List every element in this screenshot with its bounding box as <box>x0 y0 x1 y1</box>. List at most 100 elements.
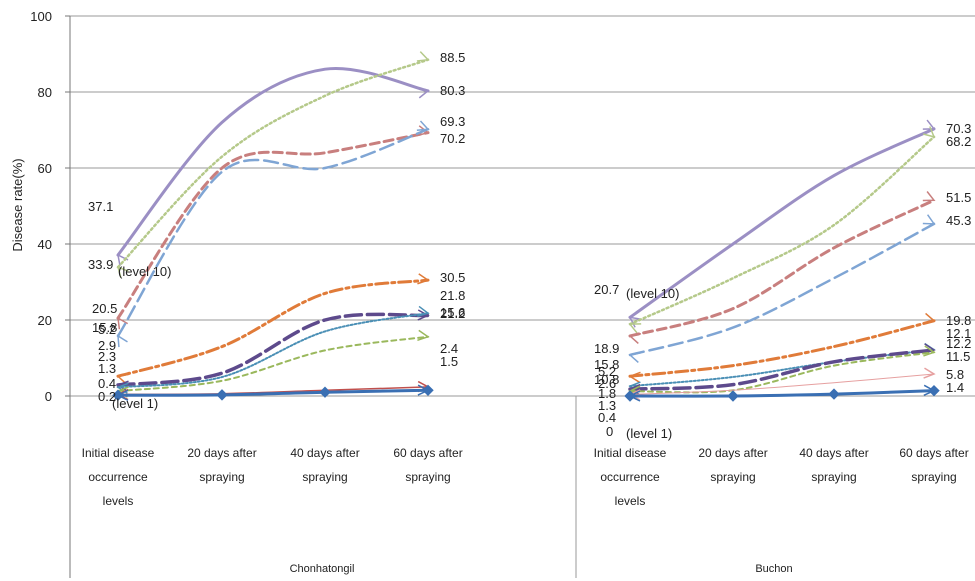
series-marker-1-9-0 <box>624 390 636 402</box>
series-end-arrow-0-1 <box>416 51 430 62</box>
series-line-1-0 <box>628 127 936 319</box>
series-lines <box>112 51 940 402</box>
category-label-0-2-0: 40 days after <box>290 446 359 460</box>
category-label-1-0-0: Initial disease <box>594 446 667 460</box>
grid-lines <box>70 15 975 397</box>
end-value-label-0-2: 69.3 <box>440 114 465 129</box>
start-value-label-1-1: 18.9 <box>594 341 619 356</box>
series-end-arrow-0-0 <box>416 87 430 99</box>
group-chonhatongil <box>112 51 434 401</box>
category-label-1-1-0: 20 days after <box>698 446 767 460</box>
y-tick-label-60: 60 <box>38 161 52 176</box>
y-tick-label-0: 0 <box>45 389 52 404</box>
series-end-arrow-0-7 <box>417 329 430 342</box>
end-value-label-1-5: 12.2 <box>946 336 971 351</box>
series-end-arrow-1-4 <box>922 312 936 324</box>
start-value-label-1-0: 20.7 <box>594 282 619 297</box>
end-value-label-0-3: 70.2 <box>440 131 465 146</box>
y-axis: 0 20 40 60 80 100 <box>30 9 70 404</box>
category-label-1-2-1: spraying <box>811 470 856 484</box>
series-end-arrow-1-3 <box>922 214 936 225</box>
start-value-label-1-7: 1.3 <box>598 398 616 413</box>
series-line-1-2 <box>628 198 936 338</box>
series-end-arrow-0-3 <box>416 120 430 132</box>
start-value-label-0-7: 1.3 <box>98 361 116 376</box>
end-value-label-1-8: 5.8 <box>946 367 964 382</box>
category-label-0-0-1: occurrence <box>88 470 148 484</box>
category-label-1-0-2: levels <box>615 494 646 508</box>
start-value-label-1-2: 15.8 <box>594 357 619 372</box>
end-value-label-1-0: 70.3 <box>946 121 971 136</box>
end-value-label-1-3: 45.3 <box>946 213 971 228</box>
series-line-0-4 <box>116 278 430 378</box>
end-value-label-1-2: 51.5 <box>946 190 971 205</box>
start-value-label-0-4: 5.2 <box>98 322 116 337</box>
series-line-1-6 <box>628 348 936 391</box>
series-line-1-1 <box>628 135 936 326</box>
series-line-0-7 <box>117 335 429 393</box>
series-end-arrow-1-8 <box>923 367 936 379</box>
category-label-1-3-0: 60 days after <box>899 446 968 460</box>
end-value-label-1-6: 12.1 <box>946 326 971 341</box>
start-value-label-1-4: 5.2 <box>598 364 616 379</box>
series-start-arrow-1-4 <box>628 371 641 383</box>
series-marker-0-9-2 <box>319 386 331 398</box>
series-start-arrow-0-4 <box>116 373 130 385</box>
y-tick-label-80: 80 <box>38 85 52 100</box>
series-end-arrow-0-4 <box>417 273 430 285</box>
series-end-arrow-0-6 <box>417 305 430 318</box>
series-line-1-4 <box>628 319 936 378</box>
series-end-arrow-0-5 <box>417 309 430 321</box>
y-tick-label-40: 40 <box>38 237 52 252</box>
series-end-arrow-1-2 <box>922 191 936 202</box>
group-label-1: Buchon <box>755 563 792 575</box>
end-value-label-0-0: 80.3 <box>440 83 465 98</box>
start-value-label-0-2: 20.5 <box>92 301 117 316</box>
category-label-1-0-1: occurrence <box>600 470 660 484</box>
start-value-label-1-5: 2.6 <box>598 376 616 391</box>
start-value-label-0-0: 37.1 <box>88 199 113 214</box>
series-marker-0-9-0 <box>112 389 124 401</box>
group-label-0: Chonhatongil <box>290 563 355 575</box>
category-label-0-0-0: Initial disease <box>82 446 155 460</box>
level-1-annotation-1: (level 1) <box>626 426 672 441</box>
series-end-arrow-1-0 <box>922 119 936 130</box>
series-line-1-7 <box>629 351 935 394</box>
series-marker-0-9-3 <box>422 384 434 397</box>
series-line-0-3 <box>116 127 430 338</box>
series-line-1-9 <box>628 389 936 398</box>
end-value-label-1-4: 19.8 <box>946 313 971 328</box>
series-end-arrow-0-2 <box>417 125 430 137</box>
series-marker-1-9-1 <box>727 390 739 402</box>
category-label-1-2-0: 40 days after <box>799 446 868 460</box>
category-label-1-1-1: spraying <box>710 470 755 484</box>
end-value-label-0-6: 21.8 <box>440 288 465 303</box>
series-line-0-9 <box>116 388 430 397</box>
series-start-arrow-0-2 <box>117 316 129 330</box>
start-value-label-1-6: 1.8 <box>598 386 616 401</box>
start-value-label-0-3: 15.8 <box>92 320 117 335</box>
series-line-1-8 <box>629 373 935 395</box>
group-buchon <box>624 119 940 402</box>
y-axis-label: Disease rate(%) <box>10 158 25 251</box>
start-value-label-0-6: 2.3 <box>98 349 116 364</box>
start-value-label-1-9: 0 <box>606 424 613 439</box>
series-marker-0-9-1 <box>216 389 228 401</box>
series-start-arrow-0-1 <box>116 265 129 279</box>
level-10-annotation-0: (level 10) <box>118 264 171 279</box>
y-tick-label-20: 20 <box>38 313 52 328</box>
level-1-annotation-0: (level 1) <box>112 396 158 411</box>
start-value-label-0-8: 0.4 <box>98 376 116 391</box>
series-line-0-1 <box>116 58 430 269</box>
start-value-label-0-5: 2.9 <box>98 338 116 353</box>
series-marker-1-9-3 <box>928 384 940 397</box>
series-line-0-2 <box>116 131 430 320</box>
series-line-0-5 <box>116 312 430 387</box>
series-line-0-0 <box>116 66 430 257</box>
end-value-label-0-5: 21.2 <box>440 306 465 321</box>
series-start-arrow-0-3 <box>117 334 128 348</box>
series-end-arrow-1-7 <box>923 345 936 357</box>
category-label-1-3-1: spraying <box>911 470 956 484</box>
start-value-label-1-3: 10.8 <box>594 372 619 387</box>
series-start-arrow-1-3 <box>628 352 642 363</box>
